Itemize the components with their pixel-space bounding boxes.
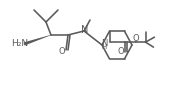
Text: N: N (81, 25, 89, 35)
Text: O: O (59, 47, 65, 56)
Text: O: O (132, 34, 139, 43)
Text: H: H (102, 44, 107, 50)
Text: O: O (117, 47, 124, 56)
Polygon shape (23, 35, 51, 46)
Text: H₂N: H₂N (11, 40, 28, 49)
Text: N: N (101, 39, 108, 48)
